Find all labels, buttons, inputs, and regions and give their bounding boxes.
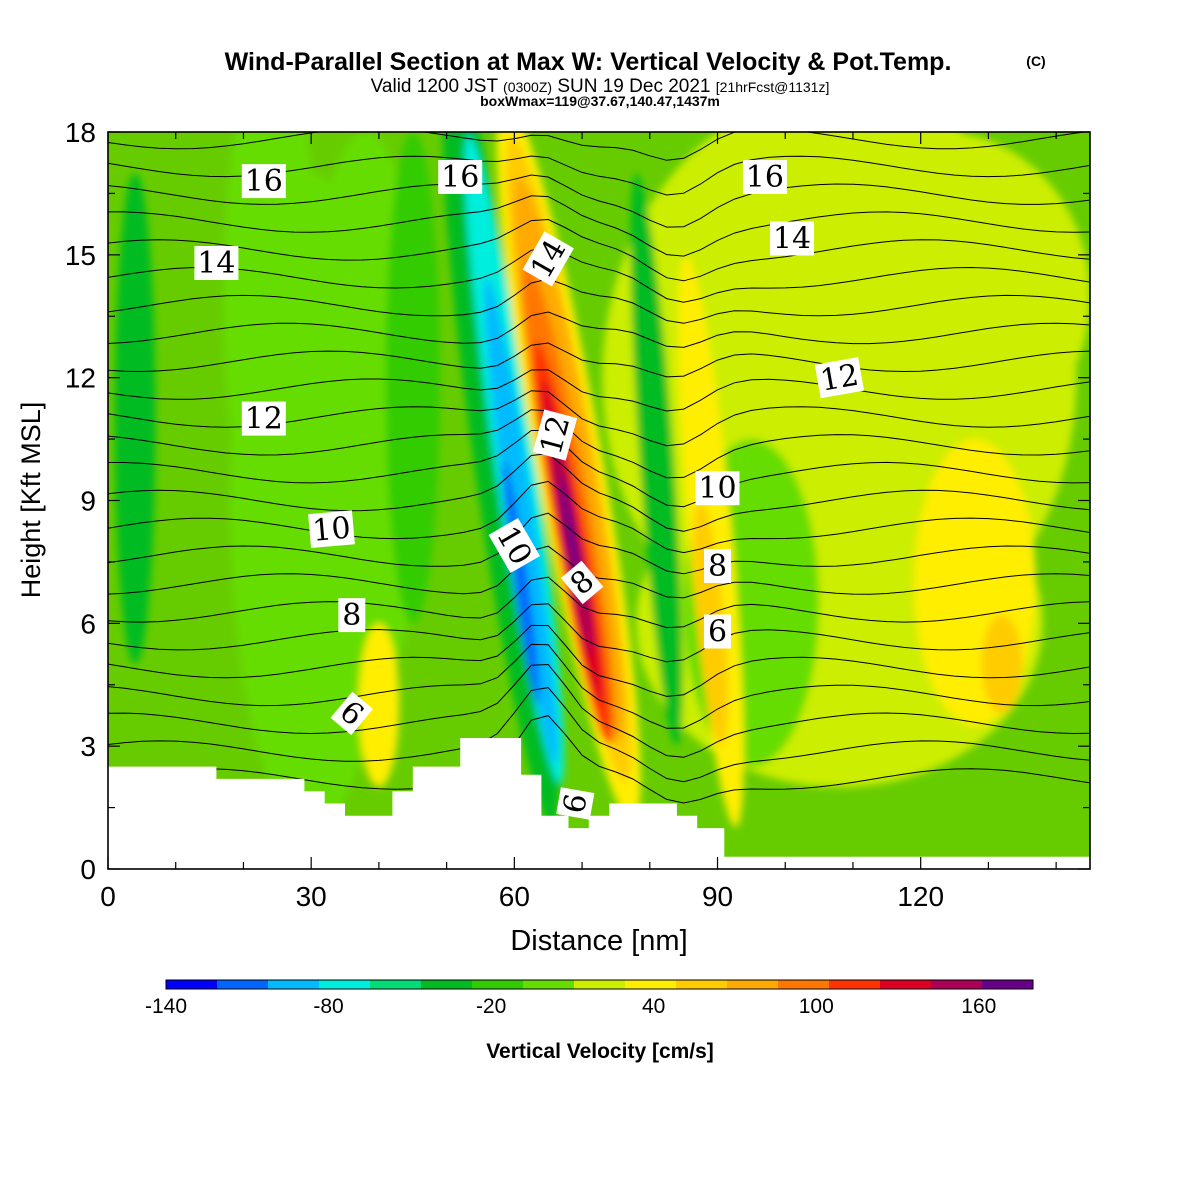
y-tick-label: 3: [80, 731, 96, 762]
copyright-mark: (C): [1026, 53, 1045, 69]
colorbar-swatch: [523, 980, 575, 989]
chart-subtitle-box: boxWmax=119@37.67,140.47,1437m: [480, 93, 720, 109]
colorbar-swatch: [319, 980, 371, 989]
colorbar-swatch: [880, 980, 932, 989]
y-axis-label: Height [Kft MSL]: [16, 402, 46, 599]
theta-label-text: 16: [245, 164, 283, 199]
theta-label-text: 16: [746, 160, 784, 195]
theta-label: 16: [742, 160, 787, 195]
subtitle-valid: Valid 1200 JST: [371, 76, 499, 97]
colorbar-swatch: [778, 980, 830, 989]
colorbar-label: Vertical Velocity [cm/s]: [486, 1040, 714, 1063]
chart-subtitle: Valid 1200 JST (0300Z) SUN 19 Dec 2021 […: [371, 76, 830, 97]
x-tick-label: 0: [100, 881, 116, 912]
theta-label: 8: [704, 549, 731, 584]
colorbar-swatch: [268, 980, 320, 989]
y-tick-label: 15: [65, 240, 96, 271]
subtitle-fcst: [21hrFcst@1131z]: [716, 79, 830, 95]
colorbar-tick-label: -80: [313, 995, 343, 1018]
theta-label: 16: [438, 160, 483, 195]
chart-title: Wind-Parallel Section at Max W: Vertical…: [225, 48, 952, 76]
colorbar-swatch: [982, 980, 1034, 989]
x-tick-label: 120: [897, 881, 944, 912]
theta-label: 16: [241, 164, 286, 199]
theta-label-text: 14: [773, 222, 811, 257]
colorbar-swatch: [829, 980, 881, 989]
colorbar-swatch: [217, 980, 269, 989]
colorbar-tick-label: -20: [476, 995, 506, 1018]
x-tick-label: 30: [296, 881, 327, 912]
y-tick-label: 18: [65, 117, 96, 148]
colorbar-swatch: [166, 980, 218, 989]
theta-label: 14: [770, 221, 814, 257]
theta-label: 12: [241, 401, 286, 437]
y-tick-label: 12: [65, 363, 96, 394]
theta-label: 6: [704, 614, 731, 650]
theta-label: 10: [695, 471, 740, 506]
y-tick-label: 6: [80, 608, 96, 639]
theta-label: 14: [194, 246, 239, 281]
y-tick-label: 0: [80, 854, 96, 885]
y-axis: 0 3 6 9 12 15 18: [65, 117, 1090, 885]
colorbar-swatch: [676, 980, 728, 989]
colorbar-tick-label: -140: [145, 995, 187, 1018]
colorbar-tick-label: 40: [642, 995, 665, 1018]
theta-label: 10: [308, 510, 355, 549]
colorbar-swatch: [421, 980, 473, 989]
theta-label-text: 6: [708, 615, 727, 650]
velocity-field: [114, 132, 1090, 829]
theta-label-text: 16: [441, 160, 479, 195]
theta-label-text: 12: [245, 402, 283, 437]
theta-label-text: 14: [197, 246, 235, 281]
subtitle-z: (0300Z): [503, 79, 552, 95]
colorbar-tick-label: 160: [961, 995, 996, 1018]
theta-label-text: 10: [698, 471, 736, 506]
x-tick-label: 90: [702, 881, 733, 912]
colorbar: -140 -80 -20 40 100 160: [145, 979, 1034, 1018]
colorbar-swatch: [625, 980, 677, 989]
colorbar-tick-label: 100: [799, 995, 834, 1018]
colorbar-swatch: [931, 980, 983, 989]
theta-label-text: 12: [818, 358, 862, 399]
x-tick-label: 60: [499, 881, 530, 912]
x-axis-label: Distance [nm]: [510, 925, 687, 957]
colorbar-swatch: [370, 980, 422, 989]
subtitle-date: SUN 19 Dec 2021: [557, 76, 710, 97]
colorbar-swatch: [472, 980, 524, 989]
x-axis: 0 30 60 90 120: [100, 132, 1057, 912]
terrain-mask: [108, 738, 1090, 869]
theta-label: 8: [338, 598, 366, 633]
theta-label-text: 10: [311, 511, 352, 549]
y-tick-label: 9: [80, 486, 96, 517]
colorbar-swatch: [727, 980, 779, 989]
theta-contours: [108, 132, 1090, 804]
theta-label-text: 8: [708, 549, 727, 584]
theta-label: 6: [556, 787, 595, 820]
theta-label: 12: [814, 357, 865, 399]
theta-label-text: 8: [342, 598, 361, 633]
colorbar-swatch: [574, 980, 626, 989]
